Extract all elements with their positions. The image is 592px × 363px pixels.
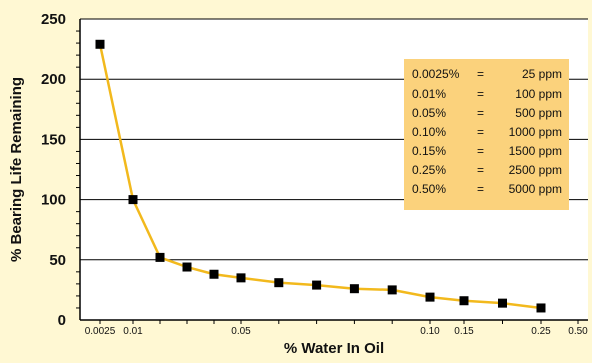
data-point — [349, 284, 359, 294]
conversion-row: 0.25% = 2500 ppm — [404, 163, 569, 179]
y-tick-label: 100 — [41, 192, 66, 209]
x-tick-label: 0.15 — [454, 326, 474, 337]
conversion-percent: 0.15% — [412, 144, 447, 158]
conversion-row: 0.01% = 100 ppm — [404, 87, 569, 103]
data-point — [236, 273, 246, 283]
data-point — [312, 280, 322, 290]
data-point — [155, 252, 165, 262]
conversion-row: 0.50% = 5000 ppm — [404, 182, 569, 198]
conversion-row: 0.0025% = 25 ppm — [404, 67, 569, 83]
conversion-percent: 0.10% — [412, 125, 447, 139]
data-point — [498, 298, 507, 308]
conversion-percent: 0.25% — [412, 163, 447, 177]
x-tick-label: 0.05 — [231, 326, 251, 337]
data-point — [274, 278, 284, 288]
conversion-percent: 0.50% — [412, 182, 447, 196]
conversion-row: 0.15% = 1500 ppm — [404, 144, 569, 160]
data-point — [182, 262, 192, 272]
conversion-ppm: 500 ppm — [515, 106, 562, 120]
conversion-row: 0.10% = 1000 ppm — [404, 125, 569, 141]
x-tick-label: 0.25 — [531, 326, 551, 337]
y-tick-label: 150 — [41, 131, 66, 148]
data-point — [425, 292, 435, 302]
y-tick-label: 0 — [58, 312, 66, 329]
x-tick-label: 0.10 — [420, 326, 440, 337]
x-tick-label: 0.50 — [568, 326, 588, 337]
y-tick-label: 250 — [41, 11, 66, 28]
y-tick-label: 50 — [49, 252, 66, 269]
conversion-equals: = — [477, 87, 485, 101]
data-point — [459, 296, 469, 306]
y-tick-label: 200 — [41, 71, 66, 88]
data-point — [95, 39, 105, 49]
conversion-table: 0.0025% = 25 ppm 0.01% = 100 ppm 0.05% =… — [404, 59, 569, 210]
conversion-equals: = — [477, 125, 485, 139]
conversion-equals: = — [477, 163, 485, 177]
conversion-equals: = — [477, 144, 485, 158]
conversion-equals: = — [477, 106, 485, 120]
x-tick-label: 0.0025 — [85, 326, 116, 337]
data-point — [536, 303, 546, 313]
conversion-ppm: 1000 ppm — [508, 125, 562, 139]
conversion-percent: 0.01% — [412, 87, 447, 101]
conversion-ppm: 100 ppm — [515, 87, 562, 101]
x-axis-label: % Water In Oil — [284, 340, 384, 357]
y-axis-label: % Bearing Life Remaining — [8, 77, 25, 262]
conversion-ppm: 25 ppm — [521, 67, 562, 81]
conversion-percent: 0.0025% — [412, 67, 460, 81]
x-tick-label: 0.01 — [123, 326, 143, 337]
data-point — [387, 285, 397, 295]
conversion-percent: 0.05% — [412, 106, 447, 120]
data-point — [209, 269, 219, 279]
conversion-row: 0.05% = 500 ppm — [404, 106, 569, 122]
conversion-ppm: 5000 ppm — [508, 182, 562, 196]
conversion-ppm: 2500 ppm — [508, 163, 562, 177]
conversion-ppm: 1500 ppm — [508, 144, 562, 158]
conversion-equals: = — [477, 67, 485, 81]
conversion-equals: = — [477, 182, 485, 196]
data-point — [128, 195, 138, 205]
